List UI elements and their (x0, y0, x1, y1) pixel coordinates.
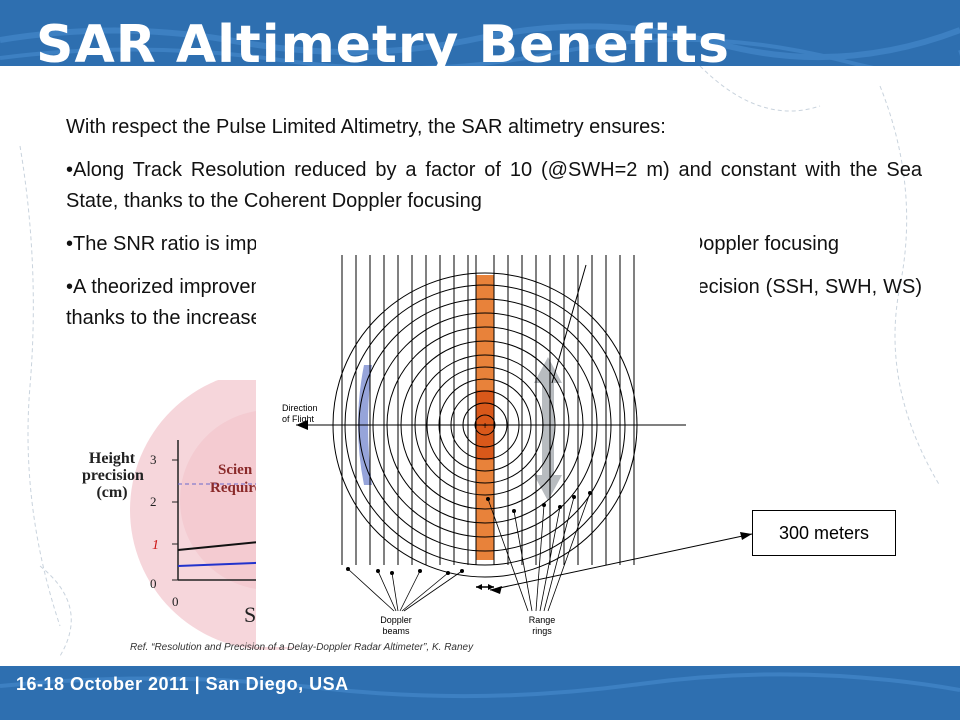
flight-direction-arrowhead (296, 420, 308, 430)
doppler-beam-lines (341, 255, 635, 565)
header-wave-pattern (0, 23, 960, 66)
intro-text: With respect the Pulse Limited Altimetry… (66, 116, 666, 138)
slide-title: SAR Altimetry Benefits (36, 15, 730, 72)
doppler-beams-label: Doppler beams (380, 615, 412, 636)
plot-xtick-0: 0 (172, 594, 179, 609)
direction-of-flight-label: Direction of Flight (282, 403, 318, 424)
plot-ytick-3: 3 (150, 452, 157, 467)
plot-ytick-2: 2 (150, 494, 157, 509)
plot-x-label-partial: S (244, 602, 257, 627)
delay-doppler-figure: + (256, 235, 700, 647)
range-rings-label: Range rings (528, 615, 556, 636)
footer-band (0, 666, 960, 720)
along-track-arrow (534, 357, 562, 501)
reference-citation: Ref. “Resolution and Precision of a Dela… (130, 642, 474, 653)
background-map-outline (19, 66, 941, 657)
plot-ytick-1: 1 (152, 538, 159, 553)
svg-text:+: + (482, 421, 488, 432)
science-label-line1: Scien (218, 462, 253, 478)
plot-y-label: Height precision (cm) (82, 450, 144, 501)
header-band (0, 0, 960, 66)
footer-wave-pattern (0, 672, 960, 699)
bullet-along-track: •Along Track Resolution reduced by a fac… (66, 159, 922, 212)
distance-callout: 300 meters (752, 510, 896, 556)
footer-event-info: 16-18 October 2011 | San Diego, USA (16, 674, 349, 694)
science-label-line2: Require (210, 480, 262, 496)
plot-ytick-0: 0 (150, 576, 157, 591)
delay-doppler-diagram: + (256, 235, 700, 647)
